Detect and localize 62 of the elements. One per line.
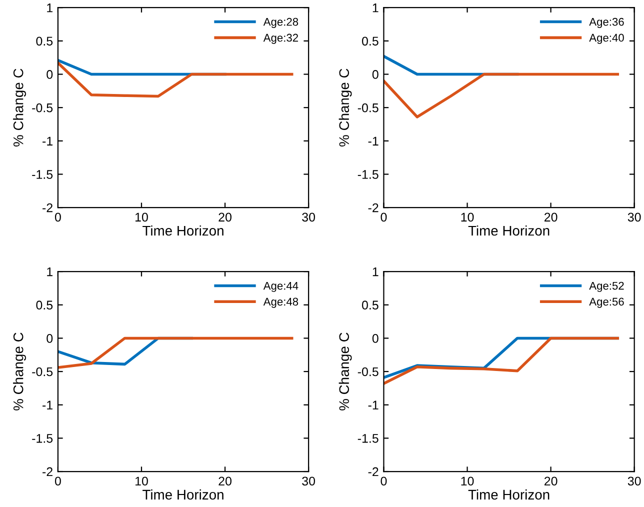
x-axis-title: Time Horizon [142, 225, 224, 236]
legend-label: Age:40 [589, 34, 624, 44]
y-tick-label: 0.5 [362, 300, 378, 310]
y-tick-label: -1 [42, 400, 52, 410]
y-tick-label: -1.5 [32, 170, 53, 179]
legend-label: Age:28 [263, 18, 298, 28]
x-tick-label: 20 [544, 212, 558, 222]
x-tick-label: 0 [54, 212, 61, 222]
y-tick-label: -2 [368, 203, 378, 212]
y-tick-label: 0 [372, 70, 378, 79]
x-tick-label: 10 [461, 212, 474, 222]
y-tick-label: 1 [47, 4, 52, 12]
legend-label: Age:52 [589, 282, 624, 292]
y-tick-label: -2 [368, 467, 378, 476]
x-tick-label: 20 [218, 212, 232, 222]
y-tick-label: 1 [47, 267, 52, 276]
y-tick-label: -1 [368, 400, 378, 410]
y-tick-label: -0.5 [358, 367, 378, 376]
y-axis-title: % Change C [13, 332, 26, 410]
y-tick-label: -1.5 [32, 434, 53, 443]
y-tick-label: 0.5 [362, 36, 378, 46]
y-axis-title: % Change C [338, 68, 352, 146]
y-tick-label: -0.5 [32, 103, 53, 112]
x-tick-label: 30 [302, 476, 316, 486]
x-tick-label: 10 [135, 212, 148, 222]
y-tick-label: -1.5 [358, 170, 378, 179]
y-tick-label: -1 [42, 136, 52, 146]
y-tick-label: -1.5 [358, 434, 378, 443]
legend-label: Age:44 [263, 282, 298, 292]
x-axis-title: Time Horizon [468, 225, 550, 236]
legend-label: Age:56 [589, 298, 624, 308]
y-tick-label: 0.5 [36, 36, 53, 46]
y-tick-label: -1 [368, 136, 378, 146]
x-tick-label: 0 [380, 212, 387, 222]
x-tick-label: 30 [302, 212, 316, 222]
y-tick-label: 1 [372, 4, 378, 12]
x-tick-label: 30 [628, 212, 641, 222]
y-tick-label: 1 [372, 267, 378, 276]
y-axis-title: % Change C [13, 68, 26, 146]
y-tick-label: -0.5 [358, 103, 378, 112]
y-axis-title: % Change C [338, 332, 352, 410]
legend-label: Age:36 [589, 18, 624, 28]
x-tick-label: 0 [380, 476, 387, 486]
y-tick-label: -2 [42, 203, 52, 212]
y-tick-label: -0.5 [32, 367, 53, 376]
legend-label: Age:32 [263, 34, 298, 44]
x-tick-label: 0 [54, 476, 61, 486]
x-tick-label: 10 [135, 476, 148, 486]
x-tick-label: 20 [544, 476, 558, 486]
y-tick-label: 0 [372, 334, 378, 343]
y-tick-label: -2 [42, 467, 52, 476]
legend-label: Age:48 [263, 298, 298, 308]
x-tick-label: 30 [628, 476, 641, 486]
y-tick-label: 0.5 [36, 300, 53, 310]
y-tick-label: 0 [46, 334, 53, 343]
x-axis-title: Time Horizon [468, 489, 550, 500]
x-axis-title: Time Horizon [142, 489, 224, 500]
line-series [58, 62, 294, 98]
y-tick-label: 0 [46, 70, 53, 79]
x-tick-label: 20 [218, 476, 232, 486]
line-series [384, 72, 620, 118]
x-tick-label: 10 [461, 476, 474, 486]
